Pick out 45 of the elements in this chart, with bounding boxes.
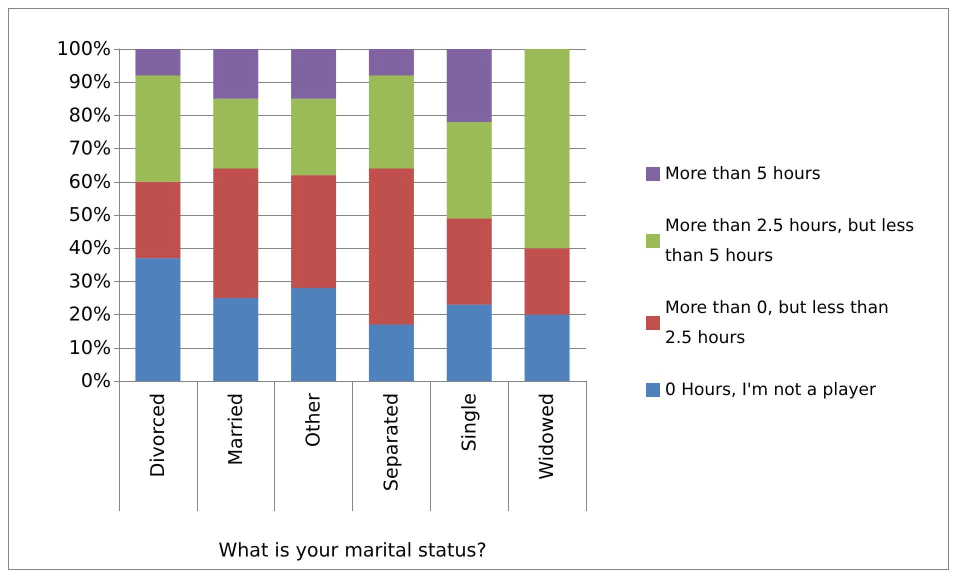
y-tick-label: 90% [68, 71, 111, 94]
bar [135, 182, 180, 258]
bar [213, 49, 258, 99]
y-tick-label: 40% [68, 237, 111, 260]
bar [524, 49, 570, 248]
y-tick-label: 0% [80, 370, 111, 392]
y-tick-label: 10% [68, 336, 111, 359]
bar [135, 258, 180, 381]
bar [291, 98, 336, 176]
x-tick-label: Married [224, 393, 247, 466]
bar [213, 298, 258, 381]
bar [368, 324, 414, 381]
x-tick-label: Widowed [536, 393, 558, 480]
x-axis-title: What is your marital status? [218, 540, 487, 562]
bar [368, 49, 414, 76]
y-tick-label: 50% [68, 204, 111, 226]
bar [446, 49, 492, 122]
bar [213, 168, 258, 298]
bar [291, 175, 336, 288]
x-tick-label: Other [302, 392, 325, 447]
x-tick-label: Single [458, 393, 480, 452]
bar [213, 98, 258, 169]
y-tick-label: 70% [68, 138, 111, 160]
y-tick-label: 80% [68, 104, 111, 126]
x-tick-label: Divorced [146, 393, 169, 478]
bar [524, 248, 570, 315]
bar [368, 76, 414, 169]
y-tick-label: 20% [68, 304, 111, 326]
bar [135, 76, 180, 182]
y-tick-label: 60% [68, 170, 111, 193]
bar [291, 49, 336, 99]
legend-label: More than 5 hours [665, 164, 821, 184]
bar [446, 122, 492, 218]
bar [446, 304, 492, 381]
x-tick-label: Separated [380, 393, 402, 492]
bar [368, 168, 414, 325]
bar [446, 218, 492, 305]
bar [291, 288, 336, 381]
legend-label: More than 0, but less than 2.5 hours [665, 298, 894, 348]
bar [524, 314, 570, 381]
legend-label: More than 2.5 hours, but less than 5 hours [665, 216, 920, 266]
y-tick-label: 30% [68, 270, 111, 292]
legend-label: 0 Hours, I'm not a player [665, 380, 876, 400]
bar [135, 49, 180, 76]
y-tick-label: 100% [56, 38, 111, 60]
